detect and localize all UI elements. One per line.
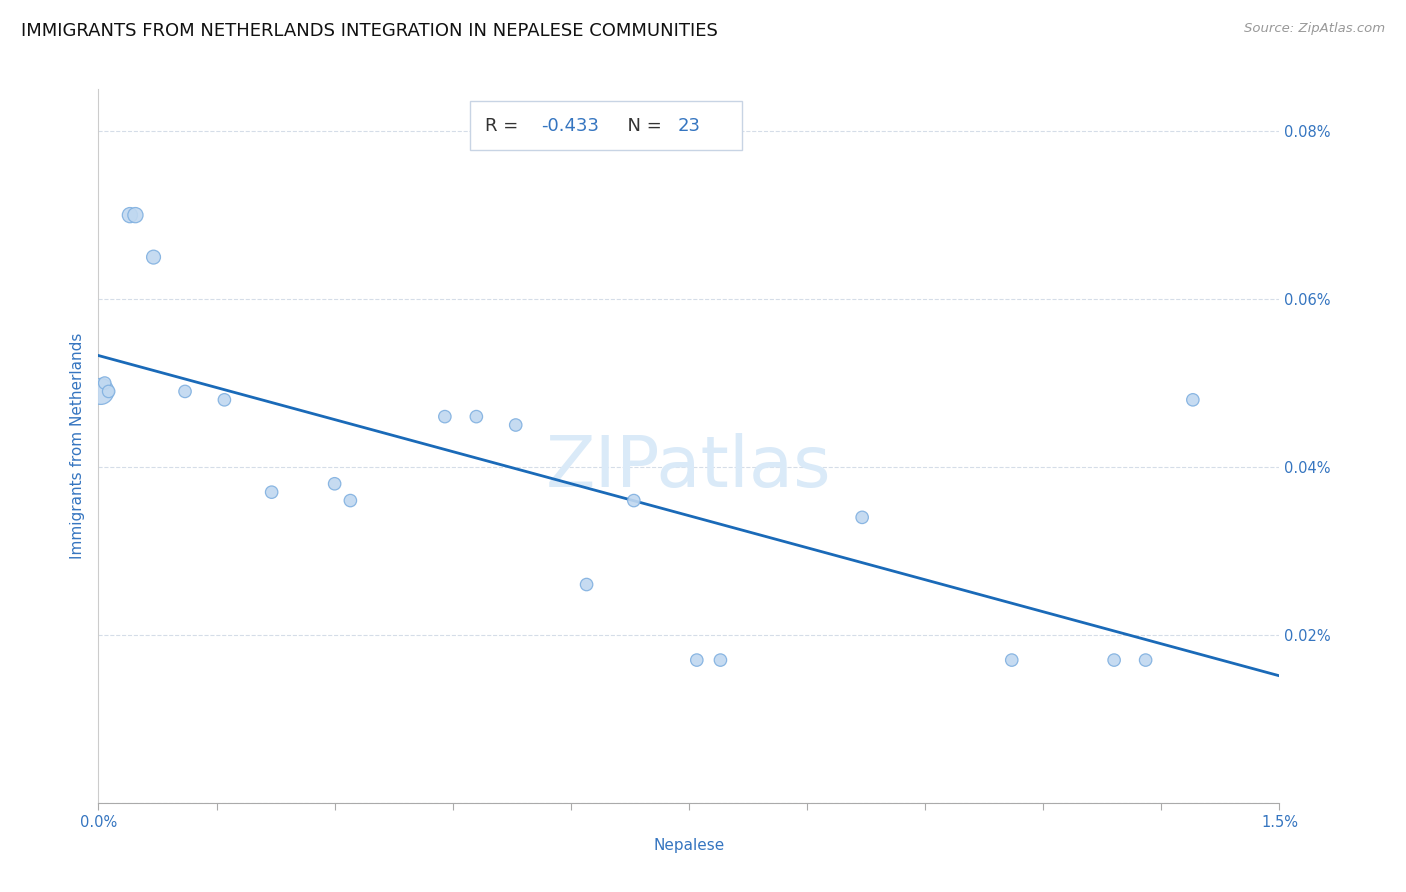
- Y-axis label: Immigrants from Netherlands: Immigrants from Netherlands: [69, 333, 84, 559]
- Point: [174, 384, 197, 399]
- Text: N =: N =: [616, 117, 668, 135]
- X-axis label: Nepalese: Nepalese: [654, 838, 724, 853]
- Point: [260, 485, 283, 500]
- Point: [142, 250, 165, 264]
- Point: [1102, 653, 1125, 667]
- Point: [505, 417, 527, 432]
- Point: [118, 208, 141, 222]
- Point: [124, 208, 146, 222]
- Point: [1181, 392, 1204, 407]
- Point: [93, 376, 115, 390]
- Point: [686, 653, 709, 667]
- Point: [97, 384, 120, 399]
- Point: [623, 493, 645, 508]
- Point: [323, 476, 346, 491]
- Point: [1135, 653, 1157, 667]
- Point: [90, 384, 112, 399]
- Text: Source: ZipAtlas.com: Source: ZipAtlas.com: [1244, 22, 1385, 36]
- Text: ZIPatlas: ZIPatlas: [546, 433, 832, 502]
- Text: IMMIGRANTS FROM NETHERLANDS INTEGRATION IN NEPALESE COMMUNITIES: IMMIGRANTS FROM NETHERLANDS INTEGRATION …: [21, 22, 718, 40]
- Point: [575, 577, 598, 591]
- FancyBboxPatch shape: [471, 102, 742, 150]
- Text: 23: 23: [678, 117, 700, 135]
- Point: [433, 409, 456, 424]
- Point: [851, 510, 873, 524]
- Point: [214, 392, 236, 407]
- Text: -0.433: -0.433: [541, 117, 599, 135]
- Point: [339, 493, 361, 508]
- Point: [1001, 653, 1024, 667]
- Point: [709, 653, 731, 667]
- Text: R =: R =: [485, 117, 523, 135]
- Point: [465, 409, 488, 424]
